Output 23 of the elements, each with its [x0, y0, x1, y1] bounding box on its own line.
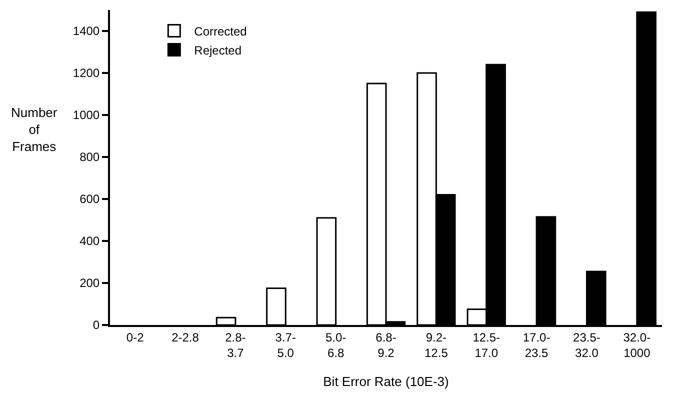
y-tick-label: 800: [80, 150, 100, 164]
x-tick-label: 12.5-17.0: [472, 330, 500, 360]
y-tick-label: 600: [80, 192, 100, 206]
y-tick-label: 1200: [72, 66, 100, 80]
y-tick-label: 1000: [72, 108, 100, 122]
x-tick-label: 9.2-12.5: [424, 330, 448, 360]
x-tick-label: 3.7-5.0: [275, 330, 296, 360]
x-tick-label: 17.0-23.5: [522, 330, 550, 360]
legend-label: Rejected: [194, 43, 242, 58]
x-tick-label: 5.0-6.8: [325, 330, 346, 360]
x-axis-title: Bit Error Rate (10E-3): [323, 374, 449, 390]
x-tick-label: 23.5-32.0: [573, 330, 600, 360]
y-tick-label: 400: [80, 234, 100, 248]
y-tick-label: 0: [92, 318, 100, 332]
x-tick-label: 2-2.8: [172, 330, 200, 344]
x-tick-label: 2.8-3.7: [225, 330, 246, 360]
y-tick-label: 200: [80, 276, 100, 290]
y-tick-label: 1400: [72, 24, 100, 38]
x-tick-label: 32.0-1000: [623, 330, 651, 360]
x-tick-label: 0-2: [126, 330, 144, 344]
y-axis-title: Number of Frames: [11, 105, 58, 154]
legend-label: Corrected: [194, 24, 247, 38]
x-tick-label: 6.8-9.2: [376, 330, 396, 360]
